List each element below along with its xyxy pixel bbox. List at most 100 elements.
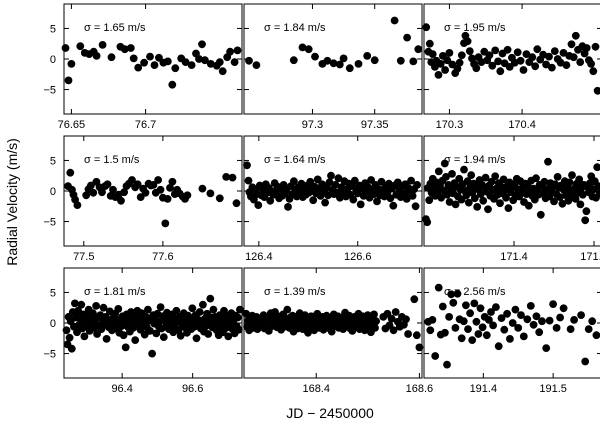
data-point — [532, 174, 540, 183]
x-tick-label: 97.3 — [302, 119, 323, 131]
data-point — [426, 326, 435, 335]
data-point — [266, 196, 275, 205]
data-point — [550, 197, 558, 206]
data-point — [232, 199, 241, 208]
panel-2: 97.3 97.35 σ = 1.84 m/s — [243, 3, 423, 131]
x-tick-label: 96.6 — [182, 383, 203, 395]
data-point — [331, 181, 340, 189]
data-point — [233, 313, 242, 322]
data-point — [144, 305, 152, 314]
data-point — [98, 41, 107, 49]
data-point — [103, 180, 112, 189]
data-point — [529, 320, 538, 329]
panels-group: 5 0 −5 76.65 76.7 σ = 1.65 m/s 97.3 97.35 σ = 1.… — [43, 3, 600, 395]
data-point — [414, 45, 423, 54]
x-tick-label: 76.65 — [58, 119, 86, 131]
data-point — [373, 197, 381, 206]
data-point — [508, 319, 517, 327]
data-point — [470, 299, 479, 308]
data-point — [595, 189, 600, 198]
x-tick-label: 77.6 — [152, 251, 173, 263]
data-point — [485, 51, 494, 60]
data-point — [396, 56, 405, 65]
data-point — [489, 321, 497, 330]
data-point — [494, 342, 503, 351]
data-point — [528, 53, 537, 62]
data-point — [152, 329, 161, 338]
x-tick-label: 191.5 — [539, 383, 567, 395]
x-tick-label: 97.35 — [361, 119, 389, 131]
data-point — [321, 198, 329, 207]
data-point — [497, 314, 506, 322]
data-point — [491, 172, 500, 181]
x-tick-label: 170.4 — [508, 119, 536, 131]
data-point — [513, 48, 522, 57]
data-point — [204, 330, 213, 338]
data-point — [535, 328, 544, 337]
panel-9: 191.4 191.5σ = 2.56 m/s — [423, 267, 600, 395]
data-point — [409, 57, 418, 66]
data-point — [485, 316, 493, 324]
data-point — [371, 324, 379, 332]
data-point — [119, 331, 128, 340]
data-point — [73, 201, 82, 210]
data-point — [228, 173, 237, 182]
data-point — [559, 304, 568, 313]
data-point — [159, 333, 168, 341]
data-point — [339, 54, 348, 63]
data-point — [402, 195, 411, 203]
y-tick-label: 0 — [50, 186, 56, 198]
data-point — [408, 192, 417, 200]
data-point — [576, 58, 585, 66]
y-tick-label: −5 — [43, 349, 56, 361]
x-tick-label: 170.3 — [436, 119, 464, 131]
data-point — [354, 60, 363, 68]
data-point — [387, 314, 396, 323]
data-point — [488, 61, 497, 70]
data-point — [449, 298, 458, 307]
panel-3: 170.3 170.4 σ = 1.95 m/s — [422, 3, 600, 131]
data-point — [386, 194, 395, 203]
data-point — [107, 53, 116, 62]
data-point — [134, 63, 143, 72]
data-point — [502, 193, 510, 202]
data-point — [218, 67, 227, 76]
data-point — [472, 64, 481, 73]
data-point — [571, 31, 580, 40]
data-point — [198, 40, 206, 49]
data-point — [156, 185, 165, 194]
data-point — [482, 331, 491, 340]
data-point — [195, 308, 204, 316]
data-point — [565, 178, 574, 187]
data-point — [591, 42, 600, 51]
data-point — [428, 50, 437, 58]
data-point — [289, 56, 298, 65]
data-point — [460, 165, 468, 174]
x-tick-label: 171.6 — [580, 251, 600, 263]
data-point — [254, 201, 263, 210]
data-point — [478, 323, 487, 332]
data-point — [183, 191, 192, 200]
data-point — [558, 199, 567, 208]
data-point — [581, 216, 590, 225]
data-point — [533, 45, 542, 54]
data-point — [566, 325, 575, 333]
data-point — [465, 47, 474, 55]
data-point — [582, 44, 591, 52]
data-point — [467, 171, 476, 180]
data-point — [549, 300, 557, 308]
data-point — [496, 67, 505, 76]
x-tick-label: 96.4 — [111, 383, 132, 395]
data-point — [556, 193, 564, 202]
data-point — [538, 317, 546, 326]
panel-8: 168.4 168.6 σ = 1.39 m/s — [242, 267, 434, 395]
data-point — [141, 188, 150, 197]
data-point — [389, 326, 398, 335]
data-point — [390, 16, 399, 25]
data-point — [552, 324, 561, 332]
data-point — [163, 57, 172, 66]
data-point — [434, 71, 443, 79]
data-point — [484, 205, 492, 214]
x-tick-label: 168.6 — [406, 383, 434, 395]
data-point — [441, 66, 449, 74]
